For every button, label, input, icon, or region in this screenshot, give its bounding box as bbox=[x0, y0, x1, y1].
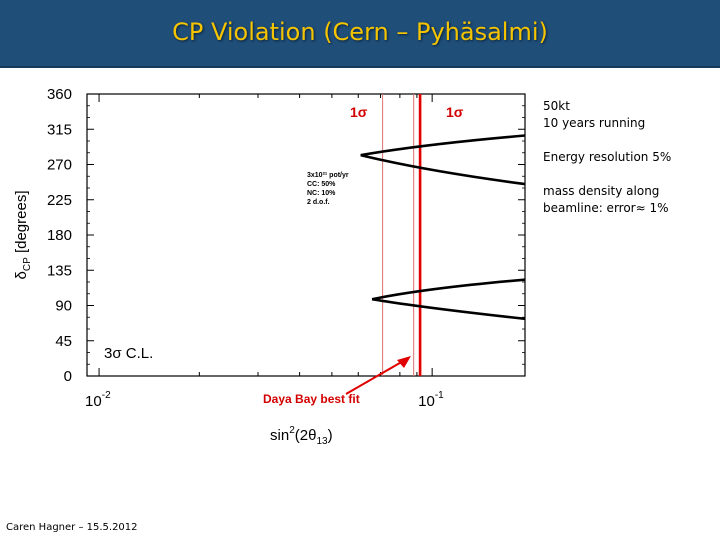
param-pot: 3x10²¹ pot/yr bbox=[307, 172, 349, 179]
y-tick-label: 225 bbox=[47, 192, 72, 209]
x-tick-marks bbox=[98, 94, 433, 376]
y-axis-subscript: CP bbox=[22, 257, 33, 271]
x-tick-label: 10-1 bbox=[418, 390, 444, 410]
experiment-parameters: 3x10²¹ pot/yr CC: 50% NC: 10% 2 d.o.f. bbox=[307, 172, 349, 206]
y-tick-label: 0 bbox=[64, 368, 72, 385]
notes-panel: 50kt 10 years running Energy resolution 5… bbox=[543, 98, 713, 234]
note-density: mass density along beamline: error≈ 1% bbox=[543, 183, 713, 217]
x-tick-label: 10-2 bbox=[85, 390, 111, 410]
x-axis-sub: 13 bbox=[316, 436, 328, 447]
note-resolution: Energy resolution 5% bbox=[543, 149, 713, 166]
y-tick-label: 90 bbox=[55, 298, 72, 315]
y-axis-label: δCP [degrees] bbox=[13, 191, 33, 280]
sensitivity-curve-3 bbox=[371, 278, 526, 301]
note-detector-line1: 50kt bbox=[543, 99, 570, 113]
y-tick-label: 180 bbox=[47, 227, 72, 244]
x-axis-theta: (2θ bbox=[295, 427, 317, 444]
x-axis-sup: 2 bbox=[289, 425, 295, 436]
note-density-line2: beamline: error≈ 1% bbox=[543, 201, 669, 215]
data-marks bbox=[360, 94, 526, 376]
x-axis-label: sin2(2θ13) bbox=[270, 425, 333, 447]
param-dof: 2 d.o.f. bbox=[307, 199, 330, 206]
sigma-label-left: 1σ bbox=[350, 104, 368, 120]
plot-frame bbox=[86, 93, 526, 377]
x-axis-sin: sin bbox=[270, 427, 289, 444]
y-tick-label: 360 bbox=[47, 86, 72, 103]
y-tick-label: 45 bbox=[55, 333, 72, 350]
sensitivity-curve-1 bbox=[360, 134, 526, 157]
sensitivity-curve-2 bbox=[360, 153, 526, 186]
y-tick-label: 270 bbox=[47, 157, 72, 174]
note-density-line1: mass density along bbox=[543, 184, 660, 198]
y-tick-label: 135 bbox=[47, 262, 72, 279]
confidence-level-label: 3σ C.L. bbox=[104, 345, 153, 362]
param-nc: NC: 10% bbox=[307, 190, 336, 197]
sigma-label-right: 1σ bbox=[446, 104, 464, 120]
y-tick-labels: 0 45 90 135 180 225 270 315 360 bbox=[47, 86, 72, 385]
x-tick-labels: 10-2 10-1 bbox=[85, 390, 444, 410]
param-cc: CC: 50% bbox=[307, 181, 336, 188]
y-tick-marks bbox=[87, 93, 525, 377]
note-detector: 50kt 10 years running bbox=[543, 98, 713, 132]
footer-credit: Caren Hagner – 15.5.2012 bbox=[6, 522, 138, 533]
title-bar: CP Violation (Cern – Pyhäsalmi) bbox=[0, 0, 720, 68]
best-fit-label: Daya Bay best fit bbox=[263, 392, 360, 406]
slide-title: CP Violation (Cern – Pyhäsalmi) bbox=[172, 18, 548, 46]
best-fit-arrow bbox=[345, 356, 411, 395]
x-axis-close: ) bbox=[328, 427, 333, 444]
y-tick-label: 315 bbox=[47, 121, 72, 138]
y-axis-unit: [degrees] bbox=[13, 191, 30, 258]
sensitivity-curve-4 bbox=[371, 297, 526, 321]
note-resolution-line1: Energy resolution 5% bbox=[543, 150, 672, 164]
y-axis-delta: δ bbox=[13, 271, 30, 279]
note-detector-line2: 10 years running bbox=[543, 116, 646, 130]
